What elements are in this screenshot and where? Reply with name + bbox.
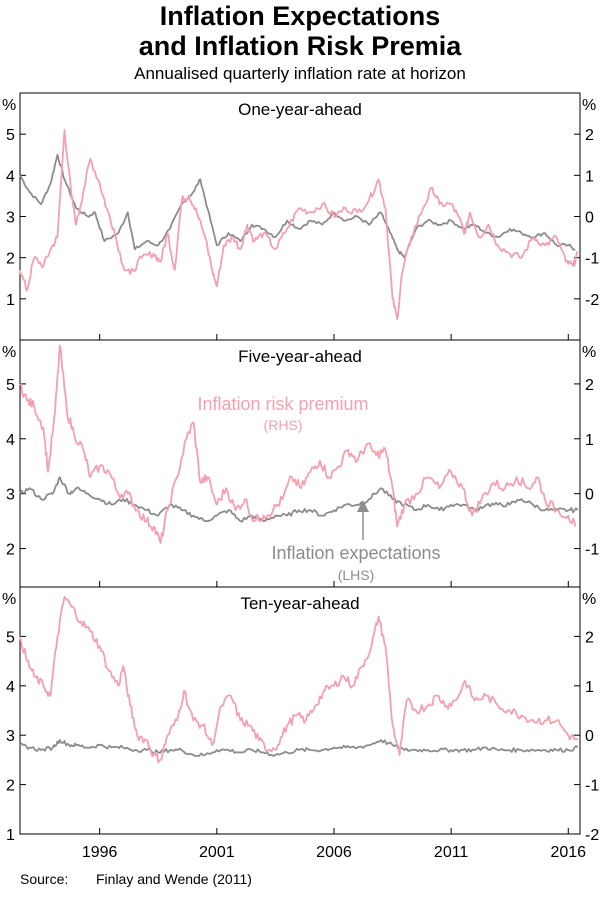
right-tick-label: 2 xyxy=(585,127,594,144)
chart-subtitle: Annualised quarterly inflation rate at h… xyxy=(134,64,466,83)
inflation-expectations-line xyxy=(19,739,579,757)
right-tick-label: 2 xyxy=(585,377,594,394)
expectations-label: Inflation expectations xyxy=(271,543,440,563)
left-tick-label: 5 xyxy=(6,377,15,394)
left-tick-label: 5 xyxy=(6,629,15,646)
panel-title: Five-year-ahead xyxy=(238,347,362,366)
expectations-arrow-head xyxy=(357,500,369,512)
right-unit-label: % xyxy=(582,591,596,608)
left-tick-label: 3 xyxy=(6,210,15,227)
inflation-expectations-line xyxy=(19,476,579,523)
inflation-risk-premium-line xyxy=(19,596,579,764)
left-tick-label: 4 xyxy=(6,679,15,696)
expectations-units: (LHS) xyxy=(338,567,375,583)
left-tick-label: 5 xyxy=(6,127,15,144)
right-tick-label: 2 xyxy=(585,629,594,646)
right-unit-label: % xyxy=(582,97,596,114)
x-tick-label: 2001 xyxy=(199,844,235,861)
panel-frame xyxy=(19,586,581,835)
left-unit-label: % xyxy=(2,97,16,114)
left-tick-label: 4 xyxy=(6,168,15,185)
panel-title: Ten-year-ahead xyxy=(240,594,359,613)
source-text: Finlay and Wende (2011) xyxy=(96,871,252,887)
left-tick-label: 1 xyxy=(6,827,15,844)
left-unit-label: % xyxy=(2,591,16,608)
risk-premium-units: (RHS) xyxy=(264,417,303,433)
inflation-risk-premium-line xyxy=(19,129,579,321)
inflation-risk-premium-line xyxy=(19,344,577,544)
right-tick-label: 0 xyxy=(585,210,594,227)
left-tick-label: 2 xyxy=(6,542,15,559)
right-tick-label: 0 xyxy=(585,728,594,745)
right-tick-label: -2 xyxy=(585,827,599,844)
x-tick-label: 2006 xyxy=(316,844,352,861)
left-tick-label: 4 xyxy=(6,432,15,449)
source-note: Source: Finlay and Wende (2011) xyxy=(20,871,252,887)
risk-premium-label: Inflation risk premium xyxy=(197,394,368,414)
right-tick-label: 0 xyxy=(585,487,594,504)
right-tick-label: -1 xyxy=(585,778,599,795)
right-tick-label: -1 xyxy=(585,542,599,559)
right-tick-label: -2 xyxy=(585,292,599,309)
right-tick-label: 1 xyxy=(585,679,594,696)
panel-title: One-year-ahead xyxy=(238,100,362,119)
left-tick-label: 3 xyxy=(6,487,15,504)
left-tick-label: 3 xyxy=(6,728,15,745)
left-tick-label: 2 xyxy=(6,778,15,795)
x-tick-label: 2011 xyxy=(434,844,469,861)
right-tick-label: 1 xyxy=(585,168,594,185)
x-tick-label: 2016 xyxy=(550,844,586,861)
right-unit-label: % xyxy=(582,344,596,361)
source-label: Source: xyxy=(20,871,69,887)
left-tick-label: 2 xyxy=(6,251,15,268)
panel-frame xyxy=(19,92,581,341)
inflation-expectations-line xyxy=(19,153,576,259)
x-tick-label: 1996 xyxy=(82,844,118,861)
right-tick-label: 1 xyxy=(585,432,594,449)
chart-title-line1: Inflation Expectations xyxy=(159,1,441,31)
left-tick-label: 1 xyxy=(6,292,15,309)
left-unit-label: % xyxy=(2,344,16,361)
right-tick-label: -1 xyxy=(585,251,599,268)
chart-title-line2: and Inflation Risk Premia xyxy=(138,31,462,61)
